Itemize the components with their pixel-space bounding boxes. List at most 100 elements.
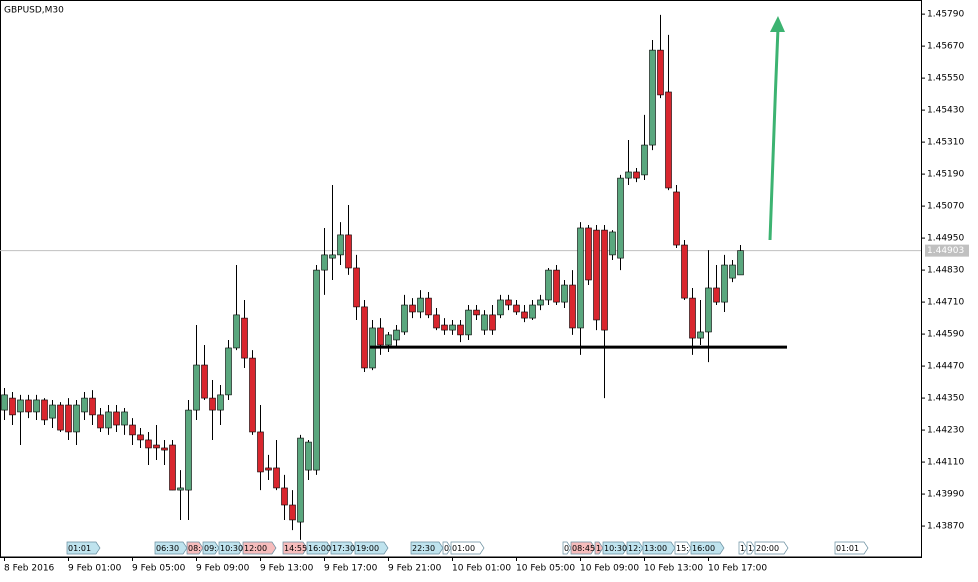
event-tag-label: 0	[444, 544, 449, 553]
x-tick-label: 9 Feb 01:00	[68, 564, 122, 574]
event-tag-label: 13:00	[644, 544, 667, 553]
event-tag	[450, 541, 485, 555]
last-price-label: 1.44903	[927, 246, 964, 256]
event-tag-label: 12:	[628, 544, 641, 553]
candle-body	[625, 171, 632, 179]
event-tag-label: 14:55	[284, 544, 307, 553]
candle-body	[705, 287, 712, 333]
event-tag	[594, 541, 604, 555]
x-tick-label: 8 Feb 2016	[4, 564, 55, 574]
candle-body	[585, 227, 592, 281]
candle-body	[97, 414, 104, 429]
candle-body	[257, 431, 264, 473]
arrow-shaft	[768, 27, 780, 241]
candle-body	[609, 231, 616, 256]
candle-body	[297, 437, 304, 523]
candle-body	[737, 250, 744, 276]
event-tag	[154, 541, 188, 555]
candle-body	[1, 394, 8, 411]
event-tag-label: 0	[564, 544, 569, 553]
event-tag-label: 20:00	[756, 544, 779, 553]
event-tag-label: 08:	[188, 544, 201, 553]
candle-body	[497, 299, 504, 316]
chart-title: GBPUSD,M30	[4, 6, 64, 16]
event-tag-label: 19:00	[356, 544, 379, 553]
candle-body	[81, 397, 88, 413]
candle-body	[209, 397, 216, 411]
candle-body	[185, 409, 192, 491]
candle-body	[617, 177, 624, 259]
candle-body	[521, 311, 528, 319]
event-tag-label: 10:30	[220, 544, 243, 553]
event-tag	[66, 541, 101, 555]
event-tag-label: 1	[740, 544, 745, 553]
candle-body	[9, 397, 16, 416]
candle-body	[529, 304, 536, 319]
candle-body	[545, 269, 552, 301]
candle-body	[113, 411, 120, 426]
y-tick-label: 1.44830	[927, 266, 964, 276]
candle-body	[273, 467, 280, 489]
candle-body	[145, 439, 152, 449]
candle-body	[313, 269, 320, 471]
x-tick-label: 9 Feb 21:00	[388, 564, 442, 574]
last-price-box	[925, 244, 969, 257]
y-tick-label: 1.45190	[927, 170, 964, 180]
event-tag-label: 1	[596, 544, 601, 553]
x-tick-label: 10 Feb 01:00	[452, 564, 511, 574]
candle-body	[401, 304, 408, 333]
candle-body	[513, 304, 520, 313]
event-tag-label: 09:	[204, 544, 217, 553]
candle-body	[721, 264, 728, 303]
candle-body	[385, 334, 392, 346]
event-tag-label: 12:00	[244, 544, 267, 553]
candle-body	[641, 144, 648, 176]
candle-body	[177, 487, 184, 491]
event-tag	[674, 541, 692, 555]
candle-body	[241, 317, 248, 359]
candle-body	[665, 91, 672, 189]
event-tag	[570, 541, 596, 555]
event-tag	[834, 541, 869, 555]
y-tick-label: 1.43990	[927, 490, 964, 500]
candle-body	[73, 404, 80, 433]
candle-body	[49, 404, 56, 419]
y-tick-label: 1.44230	[927, 426, 964, 436]
candle-body	[561, 284, 568, 303]
y-tick-label: 1.45430	[927, 106, 964, 116]
candle-body	[129, 424, 136, 436]
candle-body	[409, 304, 416, 313]
event-tag-label: 01:01	[68, 544, 91, 553]
candle-body	[441, 324, 448, 331]
candle-body	[465, 309, 472, 336]
candle-body	[89, 397, 96, 416]
candle-body	[633, 171, 640, 179]
candle-body	[105, 411, 112, 429]
y-tick-label: 1.44110	[927, 458, 964, 468]
plot-frame	[0, 0, 922, 558]
candle-body	[345, 234, 352, 269]
event-tag	[562, 541, 572, 555]
x-tick-label: 9 Feb 09:00	[196, 564, 250, 574]
candle-body	[425, 297, 432, 316]
event-tag-label: 01:00	[452, 544, 475, 553]
event-tag-label: 17:30	[332, 544, 355, 553]
event-tag-label: 1	[748, 544, 753, 553]
candle-body	[17, 399, 24, 413]
event-tag	[218, 541, 244, 555]
candle-body	[673, 191, 680, 246]
candle-body	[473, 309, 480, 316]
arrow-head	[770, 16, 785, 32]
candle-body	[457, 324, 464, 336]
candle-body	[505, 299, 512, 306]
event-tag-label: 06:30	[156, 544, 179, 553]
y-tick-label: 1.44350	[927, 394, 964, 404]
candle-body	[193, 364, 200, 411]
y-tick-label: 1.44470	[927, 362, 964, 372]
candle-body	[249, 357, 256, 433]
y-tick-label: 1.45310	[927, 138, 964, 148]
candle-body	[225, 347, 232, 396]
candle-body	[393, 329, 400, 341]
candle-body	[353, 267, 360, 308]
